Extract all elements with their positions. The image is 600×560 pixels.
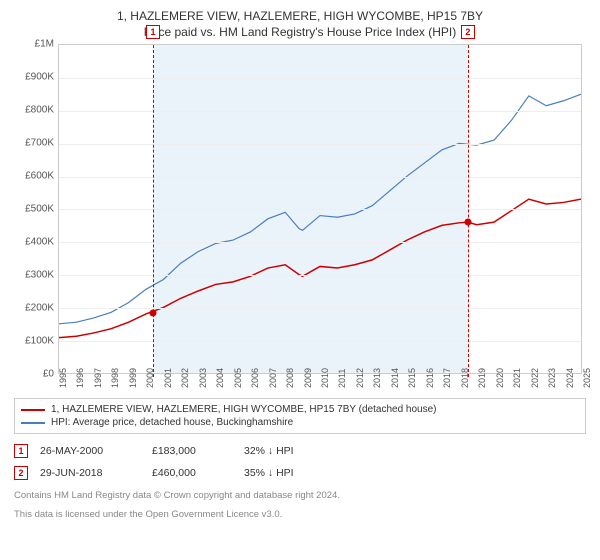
events-table: 1 26-MAY-2000 £183,000 32% ↓ HPI 2 29-JUN-201…	[14, 440, 586, 484]
series-property	[59, 200, 581, 338]
x-tick-label: 2000	[145, 368, 155, 388]
x-tick-label: 2014	[390, 368, 400, 388]
x-tick-label: 2016	[425, 368, 435, 388]
x-tick-label: 2019	[477, 368, 487, 388]
event-number-icon: 1	[14, 444, 28, 458]
event-diff: 32% ↓ HPI	[244, 445, 334, 457]
x-tick-label: 1995	[58, 368, 68, 388]
y-axis: £0£100K£200K£300K£400K£500K£600K£700K£80…	[14, 44, 58, 374]
event-date: 26-MAY-2000	[40, 445, 140, 457]
event-number-icon: 2	[14, 466, 28, 480]
gridline	[59, 275, 581, 276]
x-tick-label: 2012	[355, 368, 365, 388]
x-tick-label: 2022	[530, 368, 540, 388]
plot-area: 12	[58, 44, 582, 374]
event-price: £460,000	[152, 467, 232, 479]
x-tick-label: 2009	[303, 368, 313, 388]
x-tick-label: 2003	[198, 368, 208, 388]
y-tick-label: £1M	[35, 39, 54, 50]
legend-box: 1, HAZLEMERE VIEW, HAZLEMERE, HIGH WYCOM…	[14, 398, 586, 434]
legend-swatch	[21, 422, 45, 424]
y-tick-label: £200K	[25, 303, 54, 314]
event-vline-1	[153, 45, 154, 377]
gridline	[59, 242, 581, 243]
x-axis: 1995199619971998199920002001200220032004…	[58, 374, 582, 390]
y-tick-label: £700K	[25, 138, 54, 149]
legend-item: HPI: Average price, detached house, Buck…	[21, 416, 579, 429]
y-tick-label: £400K	[25, 237, 54, 248]
x-tick-label: 2021	[512, 368, 522, 388]
gridline	[59, 308, 581, 309]
footer-line-1: Contains HM Land Registry data © Crown c…	[14, 490, 586, 502]
x-tick-label: 2025	[582, 368, 592, 388]
x-tick-label: 2011	[337, 369, 347, 388]
x-tick-label: 2010	[320, 368, 330, 388]
x-tick-label: 1997	[93, 368, 103, 388]
gridline	[59, 209, 581, 210]
gridline	[59, 177, 581, 178]
x-tick-label: 1998	[110, 368, 120, 388]
y-tick-label: £800K	[25, 105, 54, 116]
y-tick-label: £600K	[25, 171, 54, 182]
x-tick-label: 1999	[128, 368, 138, 388]
gridline	[59, 78, 581, 79]
gridline	[59, 144, 581, 145]
y-tick-label: £100K	[25, 336, 54, 347]
x-tick-label: 2013	[372, 368, 382, 388]
event-price: £183,000	[152, 445, 232, 457]
footer-line-2: This data is licensed under the Open Gov…	[14, 509, 586, 521]
x-tick-label: 2023	[547, 368, 557, 388]
chart-title-2: Price paid vs. HM Land Registry's House …	[14, 24, 586, 40]
x-tick-label: 2002	[180, 368, 190, 388]
y-tick-label: £300K	[25, 270, 54, 281]
x-tick-label: 2008	[285, 368, 295, 388]
y-tick-label: £500K	[25, 204, 54, 215]
legend-label: 1, HAZLEMERE VIEW, HAZLEMERE, HIGH WYCOM…	[51, 404, 437, 415]
event-dot-1	[149, 310, 156, 317]
x-tick-label: 2015	[407, 368, 417, 388]
x-tick-label: 2004	[215, 368, 225, 388]
gridline	[59, 111, 581, 112]
legend-label: HPI: Average price, detached house, Buck…	[51, 417, 293, 428]
legend-swatch	[21, 409, 45, 411]
x-tick-label: 2020	[495, 368, 505, 388]
event-dot-2	[464, 219, 471, 226]
event-vline-2	[468, 45, 469, 377]
x-tick-label: 2018	[460, 368, 470, 388]
x-tick-label: 2017	[442, 368, 452, 388]
event-diff: 35% ↓ HPI	[244, 467, 334, 479]
x-tick-label: 2006	[250, 368, 260, 388]
x-tick-label: 1996	[75, 368, 85, 388]
event-row: 2 29-JUN-2018 £460,000 35% ↓ HPI	[14, 462, 586, 484]
chart-area: £0 £100K £200K £300K £400K £500K £600K £700K £80…	[14, 44, 586, 390]
gridline	[59, 341, 581, 342]
x-tick-label: 2005	[233, 368, 243, 388]
legend-item: 1, HAZLEMERE VIEW, HAZLEMERE, HIGH WYCOM…	[21, 403, 579, 416]
x-tick-label: 2001	[163, 368, 173, 388]
x-tick-label: 2007	[268, 368, 278, 388]
chart-title-1: 1, HAZLEMERE VIEW, HAZLEMERE, HIGH WYCOM…	[14, 8, 586, 24]
event-date: 29-JUN-2018	[40, 467, 140, 479]
x-tick-label: 2024	[565, 368, 575, 388]
y-tick-label: £900K	[25, 72, 54, 83]
event-marker-2: 2	[461, 25, 475, 39]
y-tick-label: £0	[43, 369, 54, 380]
event-marker-1: 1	[146, 25, 160, 39]
event-row: 1 26-MAY-2000 £183,000 32% ↓ HPI	[14, 440, 586, 462]
